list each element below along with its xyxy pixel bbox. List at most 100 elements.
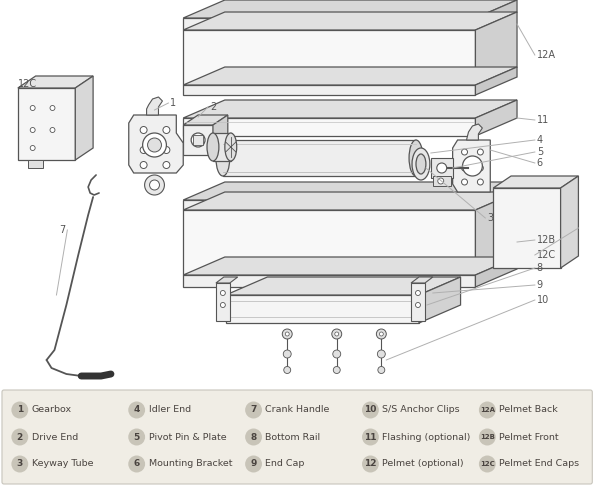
- Text: 5: 5: [134, 432, 140, 442]
- Text: 8: 8: [537, 263, 543, 273]
- Polygon shape: [18, 88, 75, 160]
- Polygon shape: [216, 277, 238, 283]
- Text: 12B: 12B: [480, 434, 495, 440]
- Polygon shape: [183, 85, 475, 95]
- Polygon shape: [226, 277, 461, 295]
- Circle shape: [30, 146, 35, 150]
- Circle shape: [283, 350, 291, 358]
- Text: Idler End: Idler End: [149, 406, 191, 414]
- Polygon shape: [475, 0, 517, 30]
- Text: Pelmet Back: Pelmet Back: [499, 406, 558, 414]
- Circle shape: [437, 163, 446, 173]
- Circle shape: [415, 291, 421, 296]
- Text: 10: 10: [364, 406, 377, 414]
- Text: Pivot Pin & Plate: Pivot Pin & Plate: [149, 432, 226, 442]
- Circle shape: [11, 401, 28, 418]
- Circle shape: [143, 133, 166, 157]
- Text: Crank Handle: Crank Handle: [265, 406, 330, 414]
- Circle shape: [245, 429, 262, 446]
- Polygon shape: [560, 176, 578, 268]
- Polygon shape: [183, 125, 213, 155]
- Circle shape: [220, 302, 226, 307]
- Circle shape: [285, 332, 289, 336]
- Polygon shape: [75, 76, 93, 160]
- Polygon shape: [431, 158, 452, 178]
- Ellipse shape: [216, 140, 230, 176]
- Text: 12A: 12A: [537, 50, 556, 60]
- Text: 4: 4: [133, 406, 140, 414]
- Circle shape: [379, 332, 383, 336]
- Polygon shape: [183, 0, 517, 18]
- Circle shape: [461, 165, 467, 171]
- Polygon shape: [183, 12, 517, 30]
- Text: 8: 8: [250, 432, 257, 442]
- Text: 11: 11: [537, 115, 549, 125]
- Circle shape: [479, 401, 496, 418]
- Polygon shape: [452, 140, 490, 192]
- Circle shape: [333, 367, 340, 374]
- Text: 1: 1: [170, 98, 176, 108]
- Ellipse shape: [416, 154, 426, 174]
- Polygon shape: [411, 283, 425, 321]
- Polygon shape: [183, 30, 475, 85]
- Circle shape: [362, 429, 379, 446]
- Polygon shape: [475, 182, 517, 210]
- Circle shape: [479, 455, 496, 472]
- Circle shape: [377, 350, 385, 358]
- Circle shape: [362, 401, 379, 418]
- Polygon shape: [129, 115, 183, 173]
- Circle shape: [11, 429, 28, 446]
- Polygon shape: [226, 295, 419, 323]
- Polygon shape: [475, 12, 517, 85]
- Circle shape: [335, 332, 339, 336]
- Polygon shape: [183, 200, 475, 210]
- Circle shape: [479, 429, 496, 446]
- Circle shape: [378, 367, 385, 374]
- Text: 6: 6: [134, 460, 140, 468]
- Polygon shape: [213, 133, 231, 161]
- Circle shape: [128, 455, 145, 472]
- Polygon shape: [183, 18, 475, 30]
- Text: 1: 1: [17, 406, 23, 414]
- Text: End Cap: End Cap: [265, 460, 305, 468]
- Circle shape: [478, 179, 484, 185]
- Text: Pelmet (optional): Pelmet (optional): [382, 460, 464, 468]
- Circle shape: [478, 165, 484, 171]
- Text: S/S Anchor Clips: S/S Anchor Clips: [382, 406, 460, 414]
- Circle shape: [50, 128, 55, 132]
- Text: 7: 7: [250, 406, 257, 414]
- Circle shape: [245, 455, 262, 472]
- Polygon shape: [213, 115, 228, 155]
- Polygon shape: [467, 124, 482, 140]
- Text: 12: 12: [364, 460, 377, 468]
- Text: 4: 4: [537, 135, 543, 145]
- Polygon shape: [216, 283, 230, 321]
- Circle shape: [376, 329, 386, 339]
- Circle shape: [362, 455, 379, 472]
- Circle shape: [415, 302, 421, 307]
- Circle shape: [149, 180, 160, 190]
- Polygon shape: [223, 140, 416, 176]
- Polygon shape: [475, 257, 517, 287]
- Text: 2: 2: [17, 432, 23, 442]
- Polygon shape: [183, 118, 475, 136]
- Text: 6: 6: [537, 158, 543, 168]
- Polygon shape: [18, 76, 93, 88]
- Text: 9: 9: [537, 280, 543, 290]
- Polygon shape: [493, 176, 578, 188]
- Polygon shape: [183, 67, 517, 85]
- Circle shape: [30, 106, 35, 111]
- Circle shape: [463, 156, 482, 176]
- Circle shape: [282, 329, 292, 339]
- Text: 3: 3: [17, 460, 23, 468]
- Text: 12C: 12C: [480, 461, 494, 467]
- Polygon shape: [411, 277, 433, 283]
- Bar: [193, 135, 203, 145]
- Circle shape: [191, 133, 205, 147]
- Circle shape: [333, 350, 341, 358]
- Polygon shape: [183, 275, 475, 287]
- Text: Keyway Tube: Keyway Tube: [32, 460, 93, 468]
- Ellipse shape: [412, 148, 430, 180]
- Circle shape: [128, 401, 145, 418]
- Text: 2: 2: [210, 102, 216, 112]
